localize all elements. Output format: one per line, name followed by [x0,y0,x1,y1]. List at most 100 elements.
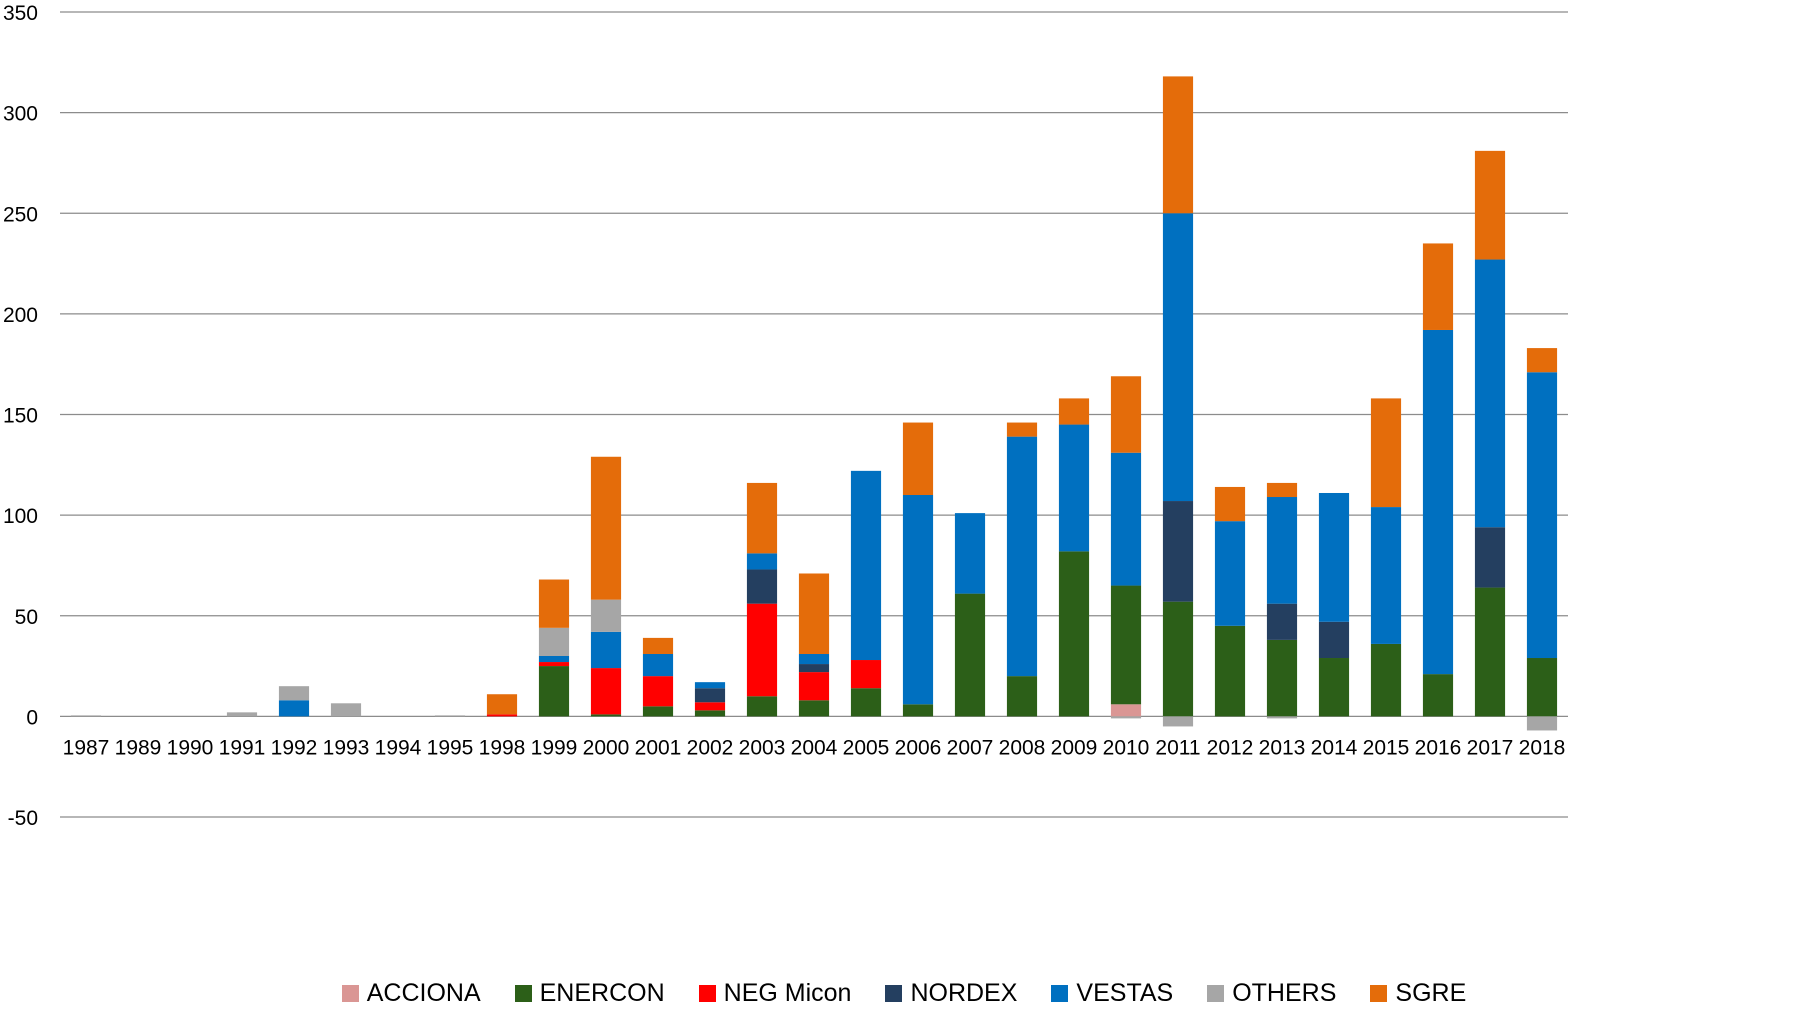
bar-vestas-2000 [590,631,622,669]
bar-enercon-2018 [1526,658,1558,717]
bar-vestas-2002 [694,682,726,689]
bar-others-2011 [1162,716,1194,727]
y-tick-label: 50 [15,606,38,629]
gridlines [60,11,1568,818]
bar-enercon-2005 [850,688,882,717]
bar-sgre-2004 [798,573,830,654]
bar-enercon-2010 [1110,585,1142,705]
bar-others-1987 [70,715,102,717]
bar-sgre-1998 [486,694,518,715]
bar-sgre-2010 [1110,376,1142,453]
bar-others-2013 [1266,716,1298,719]
x-tick-label: 2000 [583,736,630,759]
bar-enercon-2016 [1422,674,1454,717]
x-tick-label: 2009 [1051,736,1098,759]
legend-label: SGRE [1395,978,1467,1007]
legend-item-enercon: ENERCON [514,978,665,1008]
bar-acciona-2010 [1110,704,1142,717]
bar-nordex-2017 [1474,527,1506,588]
x-tick-label: 2002 [687,736,734,759]
legend-item-vestas: VESTAS [1051,979,1173,1008]
x-tick-label: 2001 [635,736,682,759]
bar-vestas-2004 [798,653,830,665]
legend-label: ACCIONA [366,978,481,1007]
legend-label: VESTAS [1076,978,1174,1007]
x-tick-label: 1994 [375,736,422,759]
y-tick-label: 200 [3,304,38,327]
legend-label: OTHERS [1232,978,1337,1007]
x-tick-label: 2014 [1311,736,1358,759]
legend-label: NORDEX [910,978,1018,1007]
legend-swatch [1051,984,1069,1002]
x-tick-label: 1991 [219,736,266,759]
bar-enercon-2006 [902,704,934,717]
bar-sgre-2016 [1422,243,1454,330]
bar-sgre-2001 [642,637,674,654]
x-tick-label: 2004 [791,736,838,759]
bar-enercon-2002 [694,710,726,717]
bar-sgre-2008 [1006,422,1038,437]
bar-enercon-2017 [1474,587,1506,717]
x-axis-tick-labels: 1987 1989 1990 1991 1992 1993 1994 1995 1998 1999… [63,736,1566,759]
bar-vestas-2017 [1474,259,1506,528]
bar-vestas-1992 [278,700,310,717]
legend-label: NEG Micon [723,978,852,1007]
bar-enercon-2015 [1370,643,1402,717]
bar-vestas-2005 [850,470,882,661]
bar-vestas-2007 [954,513,986,594]
x-tick-label: 1987 [63,736,110,759]
bar-nordex-2004 [798,664,830,673]
bar-sgre-2018 [1526,348,1558,373]
bar-vestas-2003 [746,553,778,570]
bar-sgre-2000 [590,456,622,600]
bar-sgre-2003 [746,482,778,554]
x-tick-label: 2013 [1259,736,1306,759]
x-tick-label: 2008 [999,736,1046,759]
bar-neg-micon-2000 [590,668,622,715]
x-tick-label: 2006 [895,736,942,759]
bar-vestas-2001 [642,653,674,677]
bar-sgre-2009 [1058,398,1090,425]
legend-label: ENERCON [539,978,665,1007]
legend-item-acciona: ACCIONA [341,978,481,1008]
bar-sgre-1999 [538,579,570,628]
bar-enercon-1999 [538,666,570,717]
bar-sgre-2017 [1474,150,1506,260]
bar-enercon-2003 [746,696,778,717]
bar-vestas-2014 [1318,492,1350,622]
x-tick-label: 1990 [167,736,214,759]
x-tick-label: 2011 [1155,736,1200,759]
bar-vestas-2015 [1370,507,1402,644]
bar-enercon-2000 [590,714,622,717]
bar-sgre-2006 [902,422,934,495]
bar-vestas-2009 [1058,424,1090,552]
legend-item-sgre: SGRE [1370,979,1466,1008]
x-tick-label: 1992 [271,736,318,759]
legend: ACCIONA ENERCON NEG Micon NORDEX VESTAS OTHER… [0,975,1808,1011]
bar-vestas-2011 [1162,213,1194,502]
x-tick-label: 1993 [323,736,370,759]
bar-enercon-2007 [954,593,986,717]
legend-item-others: OTHERS [1207,979,1336,1008]
bar-neg-micon-1999 [538,662,570,667]
bar-vestas-2016 [1422,329,1454,675]
x-tick-label: 2016 [1415,736,1462,759]
bar-vestas-2012 [1214,521,1246,626]
x-tick-label: 2017 [1467,736,1514,759]
bar-enercon-2012 [1214,625,1246,717]
y-tick-label: 100 [3,505,38,528]
bar-vestas-2013 [1266,497,1298,604]
bar-enercon-2014 [1318,658,1350,717]
bar-nordex-2014 [1318,621,1350,659]
bar-vestas-2006 [902,495,934,705]
x-tick-label: 2003 [739,736,786,759]
legend-swatch [1207,984,1225,1002]
x-tick-label: 2018 [1519,736,1566,759]
bar-others-1999 [538,627,570,656]
bar-nordex-2011 [1162,501,1194,602]
legend-swatch [341,984,359,1002]
x-tick-label: 2010 [1103,736,1150,759]
y-tick-label: -50 [8,807,38,830]
legend-swatch [885,984,903,1002]
